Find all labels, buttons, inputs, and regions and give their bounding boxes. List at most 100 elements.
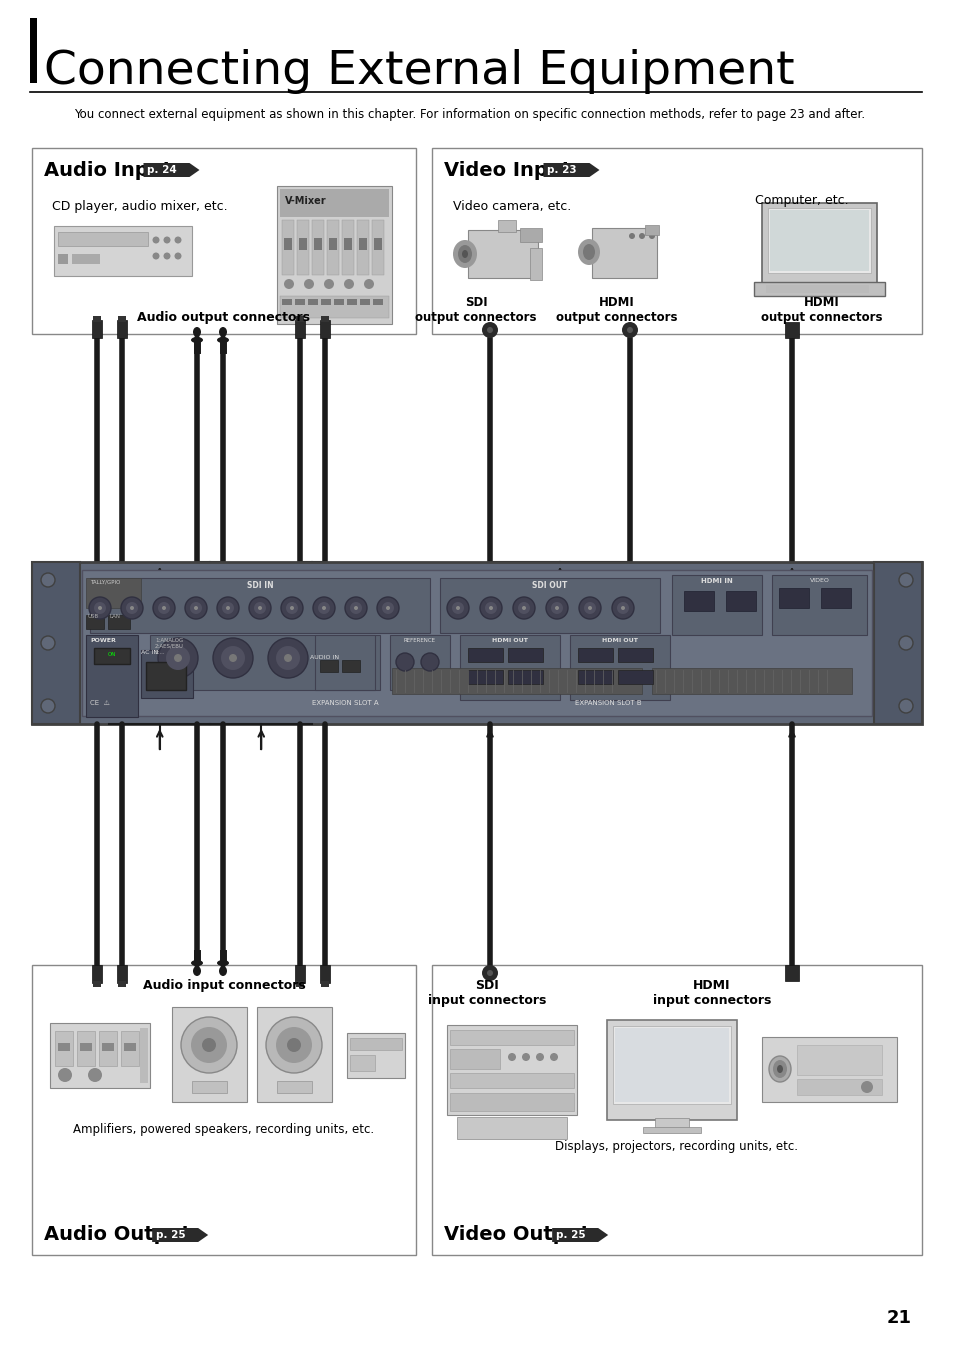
Bar bbox=[58, 254, 68, 265]
Circle shape bbox=[163, 252, 171, 259]
Bar bbox=[50, 1023, 150, 1088]
Text: EXPANSION SLOT A: EXPANSION SLOT A bbox=[312, 701, 378, 706]
Bar bbox=[821, 589, 850, 608]
Circle shape bbox=[213, 639, 253, 678]
Circle shape bbox=[221, 647, 245, 670]
Bar bbox=[618, 670, 652, 684]
Circle shape bbox=[152, 252, 159, 259]
Circle shape bbox=[555, 606, 558, 610]
Bar bbox=[569, 634, 669, 701]
Bar bbox=[77, 1031, 95, 1067]
Text: HDMI
input connectors: HDMI input connectors bbox=[652, 979, 770, 1007]
Bar bbox=[432, 965, 921, 1256]
Bar bbox=[530, 248, 541, 279]
Circle shape bbox=[253, 602, 266, 614]
Circle shape bbox=[284, 653, 292, 662]
Bar bbox=[347, 1033, 405, 1079]
Ellipse shape bbox=[193, 967, 201, 976]
Text: SDI
input connectors: SDI input connectors bbox=[427, 979, 546, 1007]
Ellipse shape bbox=[216, 338, 229, 343]
Bar bbox=[618, 648, 652, 662]
Bar bbox=[192, 1081, 227, 1094]
Bar bbox=[392, 668, 641, 694]
Text: ON: ON bbox=[108, 652, 116, 657]
Bar bbox=[140, 1027, 148, 1083]
Bar bbox=[350, 1054, 375, 1071]
Circle shape bbox=[185, 597, 207, 620]
Bar bbox=[439, 578, 659, 633]
Circle shape bbox=[626, 327, 633, 333]
Ellipse shape bbox=[768, 1056, 790, 1081]
Circle shape bbox=[517, 602, 530, 614]
Text: VIDEO: VIDEO bbox=[809, 578, 829, 583]
Bar bbox=[784, 965, 799, 981]
Text: Audio output connectors: Audio output connectors bbox=[137, 310, 310, 324]
Bar bbox=[767, 208, 870, 273]
Bar bbox=[347, 298, 356, 305]
Bar bbox=[91, 965, 102, 983]
Text: LAN: LAN bbox=[110, 614, 121, 620]
Circle shape bbox=[376, 597, 398, 620]
Text: AC IN: AC IN bbox=[141, 649, 158, 655]
Text: POWER: POWER bbox=[90, 639, 115, 643]
Circle shape bbox=[617, 602, 628, 614]
Circle shape bbox=[324, 279, 334, 289]
Bar bbox=[298, 238, 307, 250]
Text: p. 25: p. 25 bbox=[156, 1230, 186, 1241]
Circle shape bbox=[174, 236, 181, 243]
Bar bbox=[118, 981, 126, 987]
Polygon shape bbox=[152, 1228, 208, 1242]
Text: SDI IN: SDI IN bbox=[247, 580, 273, 590]
Bar bbox=[373, 298, 382, 305]
Bar bbox=[447, 1025, 577, 1115]
Bar bbox=[450, 1094, 574, 1111]
Bar bbox=[578, 670, 613, 684]
Circle shape bbox=[317, 602, 330, 614]
Bar bbox=[54, 225, 192, 275]
Bar bbox=[82, 570, 871, 716]
Bar bbox=[30, 18, 37, 82]
Bar bbox=[295, 981, 304, 987]
Circle shape bbox=[479, 597, 501, 620]
Bar bbox=[341, 220, 354, 275]
Circle shape bbox=[216, 597, 239, 620]
Circle shape bbox=[364, 279, 374, 289]
Circle shape bbox=[121, 597, 143, 620]
Bar bbox=[320, 298, 331, 305]
Circle shape bbox=[281, 597, 303, 620]
Circle shape bbox=[521, 606, 525, 610]
Circle shape bbox=[481, 323, 497, 338]
Circle shape bbox=[158, 602, 170, 614]
Text: You connect external equipment as shown in this chapter. For information on spec: You connect external equipment as shown … bbox=[74, 108, 864, 122]
Bar bbox=[390, 634, 450, 690]
Ellipse shape bbox=[219, 327, 227, 338]
Circle shape bbox=[304, 279, 314, 289]
Bar bbox=[796, 1079, 882, 1095]
Circle shape bbox=[578, 597, 600, 620]
Ellipse shape bbox=[776, 1065, 782, 1073]
Circle shape bbox=[163, 236, 171, 243]
Circle shape bbox=[898, 699, 912, 713]
Text: Video camera, etc.: Video camera, etc. bbox=[453, 200, 571, 213]
Bar bbox=[497, 220, 516, 232]
Bar bbox=[86, 616, 104, 629]
Circle shape bbox=[898, 636, 912, 649]
Ellipse shape bbox=[457, 244, 472, 263]
Bar bbox=[319, 320, 330, 338]
Ellipse shape bbox=[193, 327, 201, 338]
Circle shape bbox=[284, 279, 294, 289]
Bar bbox=[121, 1031, 139, 1067]
Bar bbox=[450, 1030, 574, 1045]
Bar bbox=[655, 1118, 688, 1129]
Text: 3:...: 3:... bbox=[154, 649, 166, 655]
Bar bbox=[99, 1031, 117, 1067]
Circle shape bbox=[173, 653, 182, 662]
Circle shape bbox=[620, 606, 624, 610]
Bar bbox=[141, 649, 193, 698]
Text: AUDIO IN: AUDIO IN bbox=[310, 655, 339, 660]
Bar bbox=[344, 238, 352, 250]
Text: USB: USB bbox=[88, 614, 99, 620]
Ellipse shape bbox=[191, 960, 203, 967]
Bar bbox=[90, 578, 430, 633]
Circle shape bbox=[94, 602, 106, 614]
